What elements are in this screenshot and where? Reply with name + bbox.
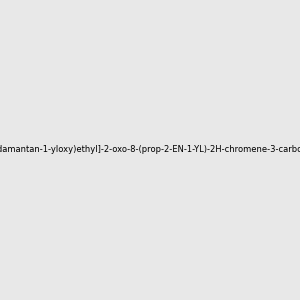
Text: N-[2-(Adamantan-1-yloxy)ethyl]-2-oxo-8-(prop-2-EN-1-YL)-2H-chromene-3-carboxamid: N-[2-(Adamantan-1-yloxy)ethyl]-2-oxo-8-(… xyxy=(0,146,300,154)
